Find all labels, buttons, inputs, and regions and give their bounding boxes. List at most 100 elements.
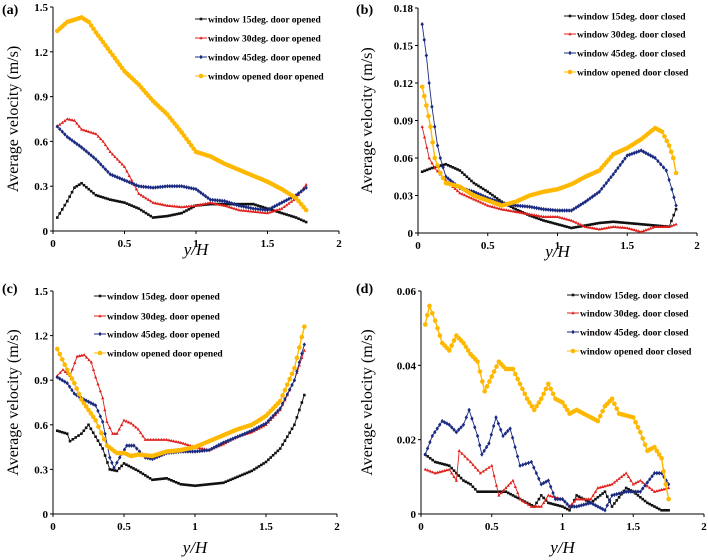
legend-marker: [570, 348, 576, 354]
data-point: [588, 196, 592, 201]
data-point: [565, 208, 569, 213]
data-point: [539, 218, 543, 221]
data-point: [283, 396, 287, 402]
data-point: [224, 439, 228, 444]
data-point: [246, 205, 251, 210]
data-point: [464, 415, 468, 420]
data-point: [497, 493, 501, 497]
data-point: [664, 478, 668, 483]
data-point: [98, 389, 102, 393]
data-point: [219, 481, 223, 485]
data-point: [560, 224, 564, 227]
data-point: [271, 453, 275, 457]
data-point: [635, 222, 638, 226]
data-point: [163, 184, 167, 189]
data-point: [425, 446, 430, 451]
data-point: [549, 484, 553, 489]
data-point: [438, 155, 443, 161]
data-point: [139, 471, 142, 474]
data-point: [203, 201, 208, 205]
data-point: [546, 478, 551, 483]
data-point: [206, 195, 210, 201]
data-point: [67, 384, 72, 389]
data-point: [113, 469, 116, 472]
y-tick-label: 0.6: [34, 420, 48, 432]
data-point: [77, 143, 81, 148]
data-point: [549, 494, 553, 498]
data-point: [645, 480, 650, 485]
data-point: [514, 207, 517, 211]
series-yellow: [419, 84, 679, 208]
data-point: [553, 222, 557, 225]
data-point: [139, 184, 143, 189]
data-point: [570, 502, 574, 506]
data-point: [207, 482, 211, 486]
data-point: [99, 137, 103, 141]
data-point: [428, 124, 433, 130]
data-point: [446, 176, 450, 181]
data-point: [165, 477, 168, 480]
data-point: [477, 369, 483, 374]
x-tick-label: 1: [560, 521, 566, 533]
data-point: [146, 475, 149, 479]
data-point: [208, 197, 212, 202]
data-point: [432, 155, 438, 161]
data-point: [424, 103, 429, 108]
data-point: [643, 483, 647, 488]
data-point: [124, 419, 128, 423]
data-point: [98, 414, 103, 419]
data-point: [84, 426, 88, 430]
legend-marker: [571, 329, 575, 335]
data-point: [285, 213, 288, 216]
legend-entry: window 30deg. door closed: [567, 310, 689, 320]
data-point: [650, 504, 654, 507]
data-point: [618, 162, 622, 168]
data-point: [563, 224, 566, 228]
data-point: [151, 216, 155, 219]
data-point: [495, 206, 499, 210]
data-point: [449, 425, 454, 430]
data-point: [430, 166, 434, 170]
data-point: [529, 403, 535, 409]
data-point: [491, 193, 494, 197]
data-point: [576, 203, 581, 209]
y-tick-label: 0.9: [34, 375, 48, 387]
data-point: [266, 418, 271, 424]
data-point: [428, 167, 431, 171]
data-point: [521, 462, 525, 467]
data-point: [608, 483, 612, 487]
series-line: [56, 126, 307, 211]
data-point: [300, 351, 304, 356]
chart-panel-a: 0 0.3 0.6 0.9 1.2 1.5 0 0.5 1 1.5 2 (a) Average velo…: [2, 2, 342, 259]
data-point: [551, 221, 555, 225]
data-point: [488, 490, 491, 493]
data-point: [617, 491, 621, 496]
data-point: [301, 187, 306, 192]
legend-entry: window opened door closed: [567, 348, 692, 358]
data-point: [594, 497, 597, 501]
data-point: [302, 324, 307, 329]
data-point: [165, 184, 170, 189]
data-point: [419, 84, 425, 90]
data-point: [551, 502, 555, 506]
data-point: [258, 207, 263, 212]
data-point: [551, 494, 555, 498]
data-point: [537, 497, 541, 501]
data-point: [302, 219, 305, 223]
data-point: [422, 135, 427, 139]
data-point: [642, 223, 645, 226]
data-point: [544, 479, 548, 484]
data-point: [259, 205, 262, 208]
data-point: [95, 33, 101, 38]
data-point: [632, 228, 636, 232]
data-point: [655, 489, 659, 493]
x-tick-label: 0.5: [118, 238, 132, 250]
data-point: [99, 443, 102, 446]
data-point: [162, 437, 166, 441]
data-point: [195, 449, 200, 454]
data-point: [518, 463, 522, 468]
data-point: [167, 438, 171, 442]
data-point: [482, 448, 486, 454]
legend-marker: [568, 32, 572, 36]
data-point: [476, 199, 481, 203]
